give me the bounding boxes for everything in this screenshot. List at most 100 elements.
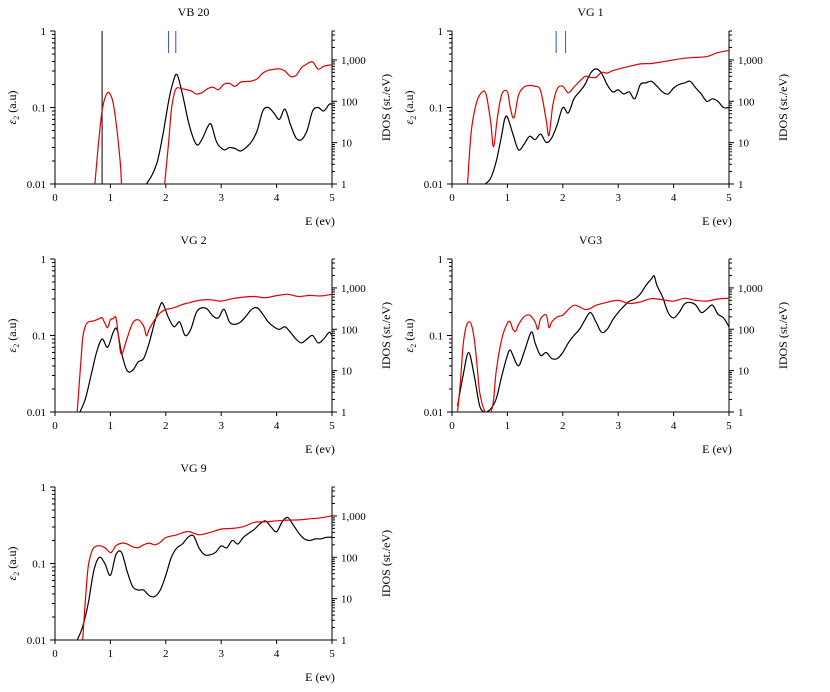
y-right-tick-label: 100 bbox=[341, 324, 358, 336]
y-tick-label: 0.1 bbox=[429, 103, 443, 115]
eps2-series-line bbox=[484, 68, 729, 184]
y-right-tick-label: 1,000 bbox=[341, 55, 366, 67]
eps2-series-line bbox=[79, 301, 332, 412]
x-tick-label: 2 bbox=[560, 192, 566, 204]
chart-title: VG 2 bbox=[180, 233, 206, 247]
x-tick-label: 3 bbox=[218, 648, 224, 660]
y-tick-label: 0.1 bbox=[32, 559, 46, 571]
x-tick-label: 3 bbox=[615, 420, 621, 432]
y-axis-label-subscript: 2 bbox=[409, 344, 418, 348]
y-axis-label-symbol: ε bbox=[5, 576, 19, 581]
y-tick-label: 0.01 bbox=[424, 407, 443, 419]
y-right-tick-label: 100 bbox=[341, 552, 358, 564]
x-tick-label: 1 bbox=[108, 420, 114, 432]
x-tick-label: 0 bbox=[449, 420, 455, 432]
y-axis-label: ε2 (a.u) bbox=[5, 318, 21, 352]
axes bbox=[451, 259, 730, 413]
x-tick-label: 3 bbox=[218, 192, 224, 204]
x-tick-label: 5 bbox=[726, 192, 732, 204]
y-right-tick-label: 100 bbox=[341, 96, 358, 108]
y-axis-label-symbol: ε bbox=[402, 120, 416, 125]
y-right-tick-label: 100 bbox=[738, 96, 755, 108]
y-tick-label: 0.01 bbox=[27, 407, 46, 419]
y-right-axis-label: IDOS (st./eV) bbox=[776, 74, 790, 141]
idos-series-line bbox=[94, 91, 123, 184]
idos-series-line bbox=[466, 49, 729, 184]
y-axis-label-unit: (a.u) bbox=[402, 90, 416, 115]
x-axis-label: E (ev) bbox=[305, 442, 335, 456]
x-tick-label: 3 bbox=[615, 192, 621, 204]
idos-series-line bbox=[82, 515, 332, 640]
y-axis-label-unit: (a.u) bbox=[5, 318, 19, 343]
y-right-tick-label: 1 bbox=[341, 407, 347, 419]
y-tick-label: 1 bbox=[438, 254, 444, 266]
y-right-tick-label: 100 bbox=[738, 324, 755, 336]
x-tick-label: 0 bbox=[52, 192, 58, 204]
curves bbox=[76, 515, 332, 640]
axes bbox=[451, 31, 730, 185]
y-axis-label-unit: (a.u) bbox=[5, 90, 19, 115]
y-axis-label-subscript: 2 bbox=[12, 344, 21, 348]
x-tick-label: 4 bbox=[671, 192, 677, 204]
axes bbox=[54, 259, 333, 413]
y-tick-label: 0.01 bbox=[27, 635, 46, 647]
x-tick-label: 2 bbox=[163, 192, 169, 204]
x-tick-label: 1 bbox=[505, 420, 511, 432]
y-right-tick-label: 1,000 bbox=[738, 55, 763, 67]
y-axis-label-subscript: 2 bbox=[12, 572, 21, 576]
y-axis-label-symbol: ε bbox=[5, 348, 19, 353]
eps2-series-line bbox=[456, 275, 729, 412]
x-tick-label: 2 bbox=[163, 648, 169, 660]
y-tick-label: 1 bbox=[41, 254, 47, 266]
y-right-tick-label: 10 bbox=[738, 138, 750, 150]
y-right-tick-label: 1 bbox=[341, 635, 347, 647]
y-right-tick-label: 10 bbox=[738, 366, 750, 378]
x-tick-label: 1 bbox=[505, 192, 511, 204]
y-tick-label: 0.1 bbox=[32, 103, 46, 115]
y-tick-label: 1 bbox=[438, 26, 444, 38]
axes bbox=[54, 487, 333, 641]
y-right-axis-label: IDOS (st./eV) bbox=[379, 302, 393, 369]
x-tick-label: 5 bbox=[329, 192, 335, 204]
x-tick-label: 4 bbox=[274, 192, 280, 204]
x-tick-label: 3 bbox=[218, 420, 224, 432]
y-right-tick-label: 10 bbox=[341, 138, 353, 150]
y-tick-label: 1 bbox=[41, 482, 47, 494]
x-tick-label: 5 bbox=[329, 648, 335, 660]
y-tick-label: 0.01 bbox=[424, 179, 443, 191]
curves bbox=[94, 60, 332, 184]
x-tick-label: 5 bbox=[329, 420, 335, 432]
chart-title: VG 1 bbox=[577, 5, 603, 19]
y-axis-label-subscript: 2 bbox=[409, 116, 418, 120]
eps2-series-line bbox=[145, 73, 332, 184]
y-right-axis-label: IDOS (st./eV) bbox=[379, 530, 393, 597]
chart-title: VB 20 bbox=[178, 5, 210, 19]
y-axis-label-unit: (a.u) bbox=[402, 318, 416, 343]
x-tick-label: 0 bbox=[52, 420, 58, 432]
eps2-series-line bbox=[76, 516, 332, 640]
y-right-tick-label: 1 bbox=[738, 407, 744, 419]
x-tick-label: 0 bbox=[449, 192, 455, 204]
curves bbox=[466, 49, 729, 184]
x-axis-label: E (ev) bbox=[305, 214, 335, 228]
y-right-tick-label: 1 bbox=[341, 179, 347, 191]
chart-title: VG 9 bbox=[180, 461, 206, 475]
y-right-axis-label: IDOS (st./eV) bbox=[776, 302, 790, 369]
y-axis-label: ε2 (a.u) bbox=[5, 546, 21, 580]
idos-series-line bbox=[456, 297, 729, 412]
y-axis-label-symbol: ε bbox=[402, 348, 416, 353]
y-right-tick-label: 10 bbox=[341, 594, 353, 606]
x-tick-label: 1 bbox=[108, 192, 114, 204]
x-tick-label: 4 bbox=[274, 648, 280, 660]
x-axis-label: E (ev) bbox=[305, 670, 335, 684]
y-right-tick-label: 10 bbox=[341, 366, 353, 378]
idos-series-line bbox=[76, 293, 332, 412]
x-tick-label: 4 bbox=[671, 420, 677, 432]
x-tick-label: 5 bbox=[726, 420, 732, 432]
x-tick-label: 0 bbox=[52, 648, 58, 660]
